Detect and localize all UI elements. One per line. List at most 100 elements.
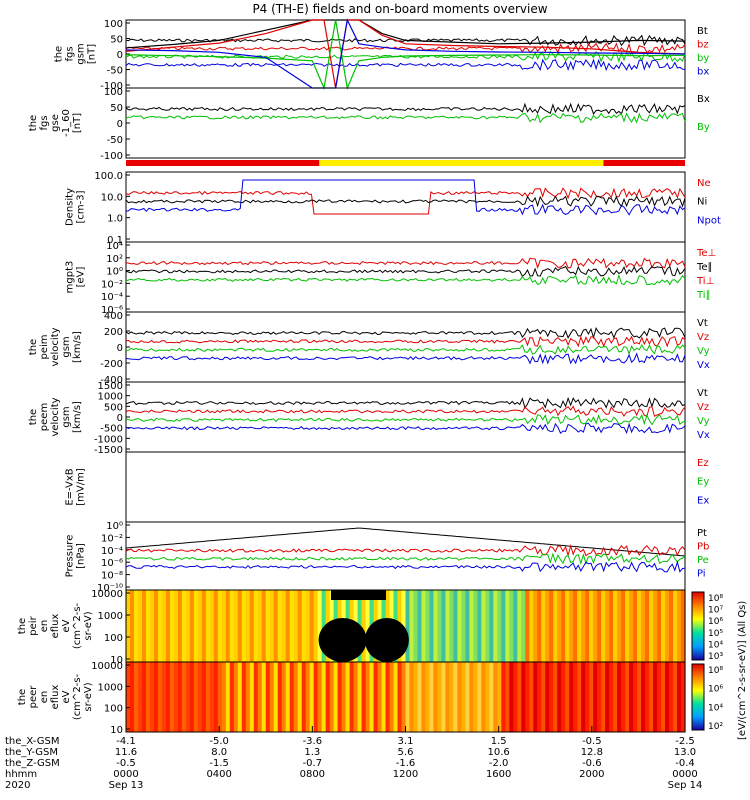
y-axis-label-line: the xyxy=(28,339,39,355)
y-axis-label: the fgs gse -1_60 [nT] xyxy=(28,109,83,137)
y-tick-label: 10⁻² xyxy=(101,279,123,290)
panel-frame xyxy=(125,19,686,89)
y-axis-label-line: velocity xyxy=(50,327,61,366)
y-tick-label: 10.0 xyxy=(101,192,123,203)
trace-green xyxy=(125,273,686,286)
legend-bx: bx xyxy=(697,67,709,78)
panel-peir-spec: 10000 1000 100 10 the peir en eflux eV (cm^2-s-sr… xyxy=(17,589,686,666)
y-axis-label-line: eflux xyxy=(50,685,61,710)
x-tick-value: 0400 xyxy=(206,769,231,780)
y-axis-label-line: sr-eV) xyxy=(83,682,94,711)
y-axis-label-line: Density xyxy=(65,188,76,226)
legend-vt: Vt xyxy=(697,388,708,399)
trace-blue xyxy=(125,560,686,573)
panel-frame xyxy=(125,381,686,453)
y-axis-label-line: the xyxy=(28,409,39,425)
y-tick-label: 10000 xyxy=(91,589,123,600)
y-axis-label: the peem velocity gsm [km/s] xyxy=(28,397,83,436)
legend-pe: Pe xyxy=(697,555,709,566)
x-tick-value: -1.5 xyxy=(209,758,229,769)
y-tick-label: 10⁻¹⁰ xyxy=(97,583,123,594)
x-row-label: hhmm xyxy=(5,769,37,780)
y-axis-label-line: [cm-3] xyxy=(76,190,87,223)
trace-blue xyxy=(125,179,686,216)
x-tick-value: 1.3 xyxy=(304,747,320,758)
trace-black xyxy=(125,527,686,557)
y-tick-label: 10⁻⁸ xyxy=(101,571,123,582)
y-tick-label: 10⁰ xyxy=(106,267,123,278)
panel-frame xyxy=(125,171,686,243)
y-axis-label-line: eflux xyxy=(50,614,61,639)
legend-ni: Ni xyxy=(697,197,707,208)
colorbar-tick: 10⁸ xyxy=(708,594,723,604)
x-tick-value: 5.6 xyxy=(398,747,414,758)
trace-blue xyxy=(125,352,686,365)
panel-frame xyxy=(125,87,686,159)
y-tick-label: 100 xyxy=(104,19,123,30)
y-axis-label-line: gse xyxy=(50,114,61,132)
y-axis-label: E=-VxB [mV/m] xyxy=(65,468,87,506)
y-tick-label: 1.0 xyxy=(107,214,123,225)
region-bar-red-left xyxy=(126,160,320,166)
y-tick-label: 100 xyxy=(104,633,123,644)
y-axis-label: the peer en eflux eV (cm^2-s-sr-eV) xyxy=(17,673,94,720)
legend-bx: Bx xyxy=(697,94,710,105)
series-bx xyxy=(125,18,686,89)
panel-efield: E=-VxB [mV/m] Ez Ey Ex xyxy=(65,451,709,523)
x-tick-value: 1.5 xyxy=(491,736,507,747)
y-axis-label-line: eV xyxy=(61,619,72,632)
legend-vx: Vx xyxy=(697,360,710,371)
colorbar-tick: 10⁴ xyxy=(708,640,723,650)
y-tick-label: 400 xyxy=(104,311,123,322)
y-axis-label-line: (cm^2-s- xyxy=(72,673,83,720)
trace-black xyxy=(125,326,686,340)
y-axis-label: the fgs gsm [nT] xyxy=(54,43,98,64)
y-tick-label: 50 xyxy=(110,103,123,114)
colorbar-gradient xyxy=(691,591,705,661)
x-tick-value: 1600 xyxy=(486,769,511,780)
y-tick-label: 0.1 xyxy=(107,235,123,246)
legend-vy: Vy xyxy=(697,346,710,357)
y-tick-label: 0 xyxy=(117,50,123,61)
y-tick-label: 1500 xyxy=(98,381,123,392)
y-tick-label: 10² xyxy=(106,254,123,265)
legend-ex: Ex xyxy=(697,495,709,506)
y-axis-label-line: peer xyxy=(28,685,39,709)
y-tick-label: 1000 xyxy=(98,392,123,403)
x-tick-value: -2.5 xyxy=(675,736,695,747)
y-tick-label: 10⁴ xyxy=(106,241,123,252)
trace-blue xyxy=(125,58,686,72)
trace-black xyxy=(125,102,686,115)
y-axis-label-line: [km/s] xyxy=(72,401,83,433)
colorbar-tick: 10⁷ xyxy=(708,606,723,616)
x-tick-value: -0.5 xyxy=(116,758,136,769)
legend-ne: Ne xyxy=(697,178,711,189)
x-row-label: 2020 xyxy=(5,780,30,791)
y-tick-label: 10⁻⁴ xyxy=(101,292,123,303)
y-tick-label: 0 xyxy=(117,119,123,130)
legend-ez: Ez xyxy=(697,458,709,469)
trace-blue xyxy=(125,422,686,435)
colorbar-gradient xyxy=(691,663,705,731)
y-tick-label: 10000 xyxy=(91,661,123,672)
x-tick-value: -1.6 xyxy=(396,758,416,769)
panel-frame xyxy=(125,451,686,523)
x-tick-value: 11.6 xyxy=(115,747,137,758)
x-tick-value: 12.8 xyxy=(581,747,603,758)
panel-peer-spec: 10000 1000 100 10 the peer en eflux eV (cm^2-s-sr… xyxy=(17,661,686,736)
panel-frame xyxy=(125,311,686,383)
legend-ey: Ey xyxy=(697,477,709,488)
y-axis-label-line: fgs xyxy=(39,115,50,130)
colorbar-tick: 10⁶ xyxy=(708,617,723,627)
y-tick-label: 0 xyxy=(117,413,123,424)
colorbar-tick: 10⁶ xyxy=(708,685,723,695)
y-axis-label: the peim velocity gsm [km/s] xyxy=(28,327,83,366)
colorbar-peer: 10⁸ 10⁶ 10⁴ 10² xyxy=(691,663,723,732)
y-axis-label-line: [nT] xyxy=(72,113,83,133)
legend-pt: Pt xyxy=(697,528,707,539)
series-by xyxy=(125,19,686,91)
